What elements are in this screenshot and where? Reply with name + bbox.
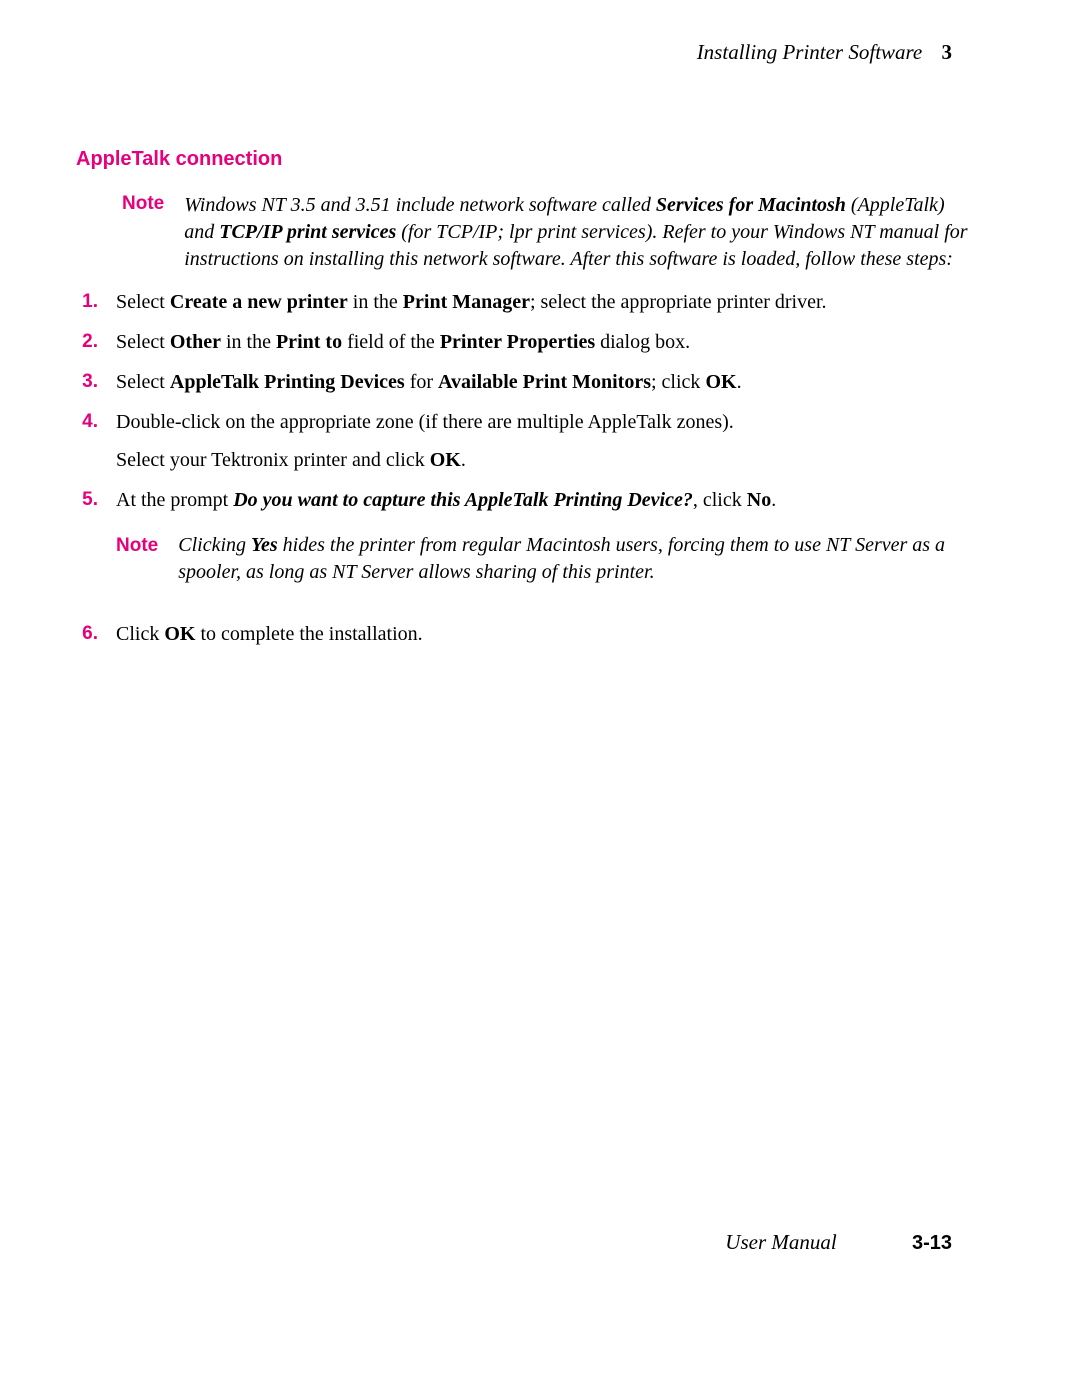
step-number: 5. <box>76 486 98 514</box>
steps-list: 1. Select Create a new printer in the Pr… <box>76 288 976 660</box>
note-text: Clicking Yes hides the printer from regu… <box>178 532 976 586</box>
step-bold: AppleTalk Printing Devices <box>170 371 405 393</box>
step-bold: Available Print Monitors <box>438 371 651 393</box>
step-bold: OK <box>705 371 736 393</box>
step-number: 1. <box>76 288 98 316</box>
step-item: 6. Click OK to complete the installation… <box>76 620 976 648</box>
intro-note: Note Windows NT 3.5 and 3.51 include net… <box>122 192 972 273</box>
step-text: Select <box>116 291 170 313</box>
step-text: Double-click on the appropriate zone (if… <box>116 411 734 433</box>
step-text: , click <box>693 489 747 511</box>
step-number: 4. <box>76 408 98 436</box>
step-bold: Print Manager <box>403 291 530 313</box>
step-bold: Create a new printer <box>170 291 348 313</box>
step-body: Select Create a new printer in the Print… <box>116 288 976 316</box>
step-body: Click OK to complete the installation. <box>116 620 976 648</box>
step-number: 2. <box>76 328 98 356</box>
step-text: in the <box>221 331 276 353</box>
step-body: Select AppleTalk Printing Devices for Av… <box>116 368 976 396</box>
step-text: dialog box. <box>595 331 690 353</box>
note-bold: Services for Macintosh <box>656 194 846 216</box>
step-bold: OK <box>430 449 461 471</box>
step-body: Double-click on the appropriate zone (if… <box>116 408 976 474</box>
note-seg: hides the printer from regular Macintosh… <box>178 534 945 583</box>
step-text: At the prompt <box>116 489 233 511</box>
step-text: Select <box>116 371 170 393</box>
step-item: 3. Select AppleTalk Printing Devices for… <box>76 368 976 396</box>
running-header: Installing Printer Software 3 <box>697 40 952 65</box>
step-bold: Printer Properties <box>440 331 595 353</box>
note-bold: Yes <box>251 534 278 556</box>
step-body: At the prompt Do you want to capture thi… <box>116 486 976 586</box>
step-text: Click <box>116 623 164 645</box>
section-heading: AppleTalk connection <box>76 148 282 171</box>
step-text: . <box>461 449 466 471</box>
step-text: ; click <box>651 371 705 393</box>
step-text: for <box>405 371 438 393</box>
step-note: Note Clicking Yes hides the printer from… <box>116 532 976 586</box>
step-number: 6. <box>76 620 98 648</box>
step-text: . <box>737 371 742 393</box>
step-text: . <box>771 489 776 511</box>
running-title: Installing Printer Software <box>697 40 923 64</box>
footer-page-number: 3-13 <box>912 1232 952 1254</box>
step-text: Select <box>116 331 170 353</box>
step-bold: OK <box>164 623 195 645</box>
document-page: Installing Printer Software 3 AppleTalk … <box>0 0 1080 1397</box>
step-item: 4. Double-click on the appropriate zone … <box>76 408 976 474</box>
step-bold: Other <box>170 331 221 353</box>
note-text: Windows NT 3.5 and 3.51 include network … <box>184 192 972 273</box>
chapter-number: 3 <box>942 40 953 64</box>
page-footer: User Manual 3-13 <box>725 1230 952 1255</box>
step-bold: Print to <box>276 331 342 353</box>
step-number: 3. <box>76 368 98 396</box>
step-text: ; select the appropriate printer driver. <box>530 291 827 313</box>
step-subtext: Select your Tektronix printer and click … <box>116 446 976 474</box>
step-prompt: Do you want to capture this AppleTalk Pr… <box>233 489 693 511</box>
footer-manual: User Manual <box>725 1230 836 1254</box>
step-bold: No <box>747 489 771 511</box>
step-text: in the <box>348 291 403 313</box>
step-text: Select your Tektronix printer and click <box>116 449 430 471</box>
step-item: 1. Select Create a new printer in the Pr… <box>76 288 976 316</box>
step-text: field of the <box>342 331 440 353</box>
note-bold: TCP/IP print services <box>219 221 396 243</box>
note-seg: Clicking <box>178 534 251 556</box>
note-seg: Windows NT 3.5 and 3.51 include network … <box>184 194 656 216</box>
step-item: 2. Select Other in the Print to field of… <box>76 328 976 356</box>
note-label: Note <box>122 192 164 215</box>
step-body: Select Other in the Print to field of th… <box>116 328 976 356</box>
step-item: 5. At the prompt Do you want to capture … <box>76 486 976 586</box>
note-label: Note <box>116 532 158 560</box>
step-text: to complete the installation. <box>195 623 422 645</box>
